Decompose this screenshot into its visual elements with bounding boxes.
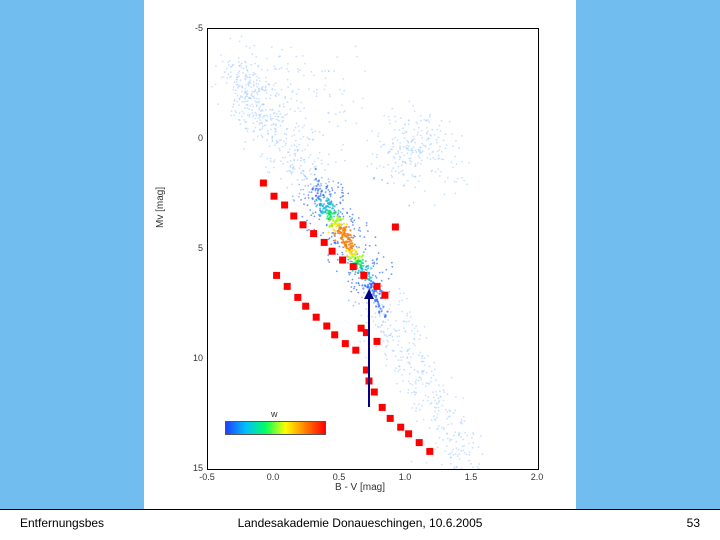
slide-footer: Entfernungsbes Landesakademie Donaueschi… [0,509,720,540]
footer-page-number: 53 [687,516,700,530]
x-tick: 1.0 [395,472,415,482]
y-tick: 0 [185,133,203,143]
slide-root: w Mv [mag] B - V [mag] -0.5 0.0 0.5 1.0 1.5 2… [0,0,720,540]
x-tick: 0.0 [263,472,283,482]
plot-area: w [207,28,539,470]
y-tick: 15 [185,463,203,473]
hr-diagram-chart: w Mv [mag] B - V [mag] -0.5 0.0 0.5 1.0 1.5 2… [155,18,565,498]
scatter-svg [208,29,538,469]
colorbar-label: w [271,409,278,419]
x-tick: 0.5 [329,472,349,482]
density-colorbar [225,421,326,435]
x-tick: 2.0 [527,472,547,482]
y-tick: 5 [185,243,203,253]
x-axis-label: B - V [mag] [335,482,385,493]
footer-center-text: Landesakademie Donaueschingen, 10.6.2005 [0,516,720,530]
y-axis-label: Mv [mag] [155,187,166,228]
y-tick: 10 [185,353,203,363]
y-tick: -5 [185,23,203,33]
x-tick: -0.5 [197,472,217,482]
x-tick: 1.5 [461,472,481,482]
